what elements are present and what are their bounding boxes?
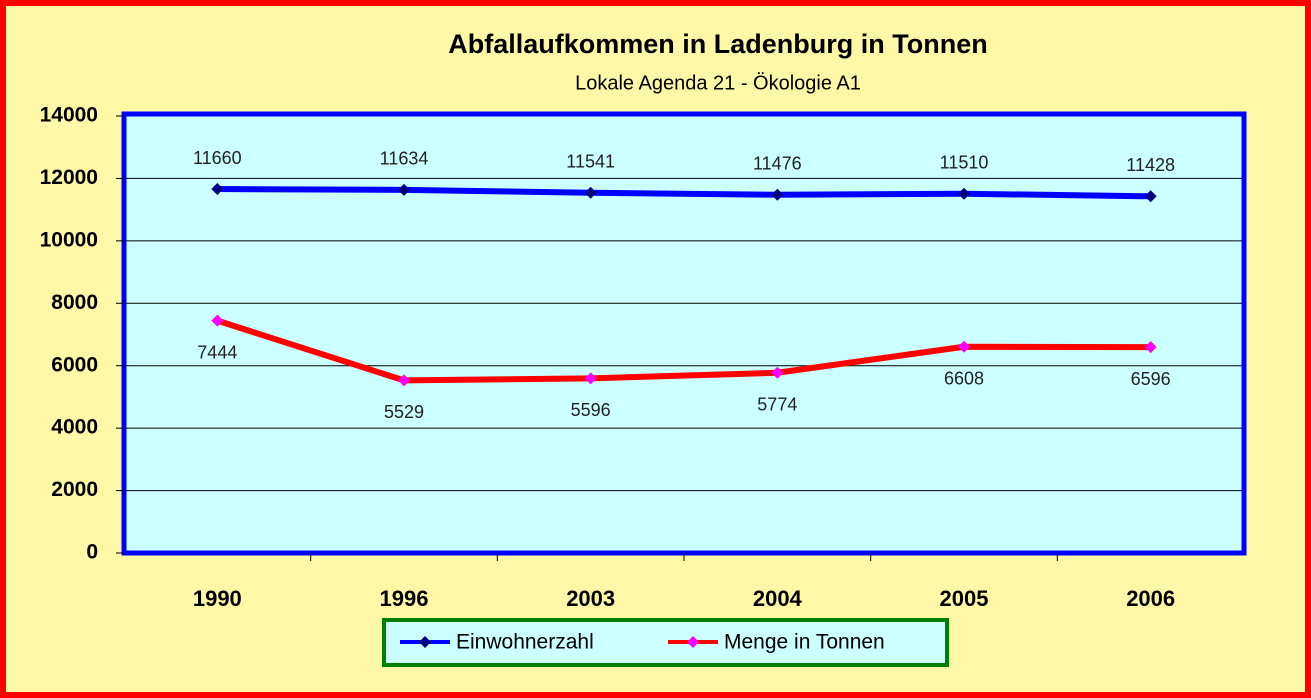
data-label: 7444	[197, 342, 237, 362]
data-label: 11510	[940, 152, 989, 172]
marker	[398, 374, 410, 387]
data-label: 5529	[384, 402, 424, 422]
marker	[958, 340, 970, 353]
marker	[958, 187, 970, 200]
series-line	[217, 186, 1151, 200]
data-label: 11476	[753, 154, 802, 174]
marker	[398, 183, 410, 196]
legend-label: Einwohnerzahl	[456, 631, 594, 654]
x-tick-label: 2005	[940, 586, 989, 611]
legend-label: Menge in Tonnen	[724, 631, 885, 654]
plot-area	[121, 111, 1247, 556]
marker	[1144, 190, 1157, 203]
chart-subtitle: Lokale Agenda 21 - Ökologie A1	[575, 72, 861, 94]
y-tick-label: 12000	[40, 166, 98, 189]
legend-marker	[687, 636, 699, 648]
x-tick-label: 2006	[1126, 586, 1175, 611]
y-tick-label: 10000	[40, 228, 98, 251]
y-tick-label: 2000	[51, 478, 98, 501]
marker	[211, 183, 224, 196]
data-label: 11428	[1126, 155, 1175, 175]
marker	[584, 372, 597, 385]
x-tick-label: 1990	[193, 586, 242, 611]
y-tick-label: 6000	[51, 353, 98, 376]
data-label: 11660	[193, 148, 242, 168]
marker	[211, 314, 224, 327]
y-tick-label: 8000	[51, 291, 98, 314]
data-label: 5596	[571, 400, 611, 420]
x-tick-label: 2003	[566, 586, 615, 611]
legend-marker	[419, 636, 431, 648]
data-label: 6608	[944, 368, 984, 388]
y-tick-label: 14000	[40, 104, 98, 127]
y-tick-label: 0	[86, 541, 98, 564]
marker	[584, 186, 597, 199]
x-tick-label: 2004	[753, 586, 803, 611]
y-tick-label: 4000	[51, 416, 98, 439]
chart-title: Abfallaufkommen in Ladenburg in Tonnen	[448, 29, 988, 59]
data-label: 6596	[1131, 369, 1171, 389]
legend	[382, 618, 949, 667]
marker	[771, 366, 784, 379]
data-label: 11541	[566, 152, 615, 172]
series-line	[216, 317, 1151, 384]
x-tick-label: 1996	[380, 586, 429, 611]
data-label: 11634	[380, 149, 429, 169]
data-label: 5774	[757, 395, 797, 415]
marker	[771, 188, 784, 201]
marker	[1144, 341, 1157, 354]
